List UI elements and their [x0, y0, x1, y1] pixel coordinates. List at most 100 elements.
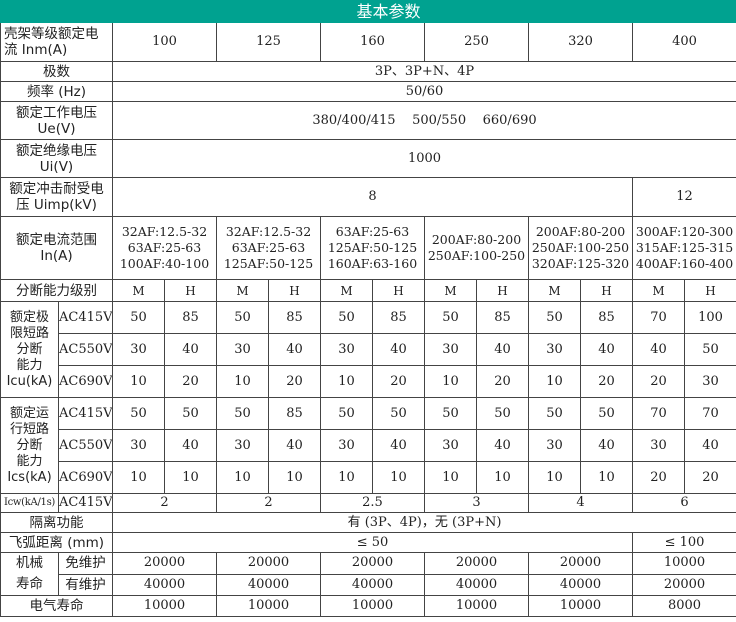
breaking-class-value: M	[216, 279, 269, 302]
uimp-value: 8	[112, 177, 633, 217]
ics-value: 50	[580, 397, 633, 430]
icu-value: 50	[424, 301, 477, 334]
elec-life-value: 10000	[216, 595, 321, 617]
icu-value: 40	[372, 333, 425, 366]
frequency-row: 频率 (Hz) 50/60	[0, 81, 736, 102]
voltage-label: AC550V	[58, 333, 113, 366]
mech-life-value: 40000	[320, 573, 425, 596]
icu-value: 30	[216, 333, 269, 366]
ics-value: 10	[164, 461, 217, 494]
frame-current-value: 250	[424, 22, 529, 62]
icu-value: 100	[683, 301, 736, 334]
mech-life-value: 20000	[320, 552, 425, 575]
icu-row: AC550V 30 40 30 40 30 40 30 40 30 40 40 50	[1, 333, 736, 366]
icu-value: 10	[424, 365, 477, 398]
uimp-value: 12	[631, 177, 736, 217]
voltage-label: AC690V	[58, 461, 113, 494]
icu-value: 40	[476, 333, 529, 366]
ics-value: 50	[528, 397, 581, 430]
row-label: 电气寿命	[0, 595, 113, 617]
ics-value: 20	[683, 461, 736, 494]
isolation-row: 隔离功能有 (3P、4P)，无 (3P+N)	[0, 512, 736, 533]
row-label: 额定运 行短路 分断 能力 Ics(kA)	[0, 397, 59, 494]
icu-value: 20	[632, 365, 685, 398]
elec-life-value: 10000	[112, 595, 217, 617]
ics-value: 20	[632, 461, 685, 494]
uimp-row: 额定冲击耐受电 压 Uimp(kV) 8 12	[0, 177, 736, 217]
breaking-class-row: 分断能力级别 M H M H M H M H M H M H	[0, 279, 736, 302]
arc-value: ≤ 100	[631, 532, 736, 553]
row-label: 隔离功能	[0, 512, 113, 533]
in-range-value: 200AF:80-200 250AF:100-250 320AF:125-320	[528, 216, 633, 280]
ics-value: 40	[683, 429, 736, 462]
ics-value: 10	[372, 461, 425, 494]
ics-value: 10	[476, 461, 529, 494]
breaking-class-value: M	[424, 279, 477, 302]
icw-value: 2	[216, 493, 321, 513]
elec-life-value: 10000	[528, 595, 633, 617]
icu-value: 50	[683, 333, 736, 366]
in-range-value: 300AF:120-300 315AF:125-315 400AF:160-40…	[631, 216, 736, 280]
ics-value: 10	[216, 461, 269, 494]
maintenance-type: 免维护	[58, 552, 113, 575]
ics-value: 10	[528, 461, 581, 494]
icw-value: 6	[631, 493, 736, 513]
ics-value: 50	[320, 397, 373, 430]
icu-row: 额定极 限短路 分断 能力 Icu(kA) AC415V 50 85 50 85 50 85 5…	[0, 301, 736, 398]
ics-row: 额定运 行短路 分断 能力 Ics(kA) AC415V 50 50 50 85 50 50 5…	[0, 397, 736, 494]
row-label: 额定冲击耐受电 压 Uimp(kV)	[0, 177, 113, 217]
mech-row: 机械 寿命 免维护 20000 20000 20000 20000 20000 10000	[0, 552, 736, 596]
icu-value: 20	[268, 365, 321, 398]
row-label: 壳架等级额定电 流 Inm(A)	[0, 22, 113, 62]
ics-value: 30	[424, 429, 477, 462]
icu-value: 30	[424, 333, 477, 366]
icu-value: 85	[476, 301, 529, 334]
elec-life-value: 10000	[320, 595, 425, 617]
icu-value: 40	[268, 333, 321, 366]
ics-value: 10	[112, 461, 165, 494]
ics-value: 70	[683, 397, 736, 430]
voltage-label: AC690V	[58, 365, 113, 398]
isolation-value: 有 (3P、4P)，无 (3P+N)	[111, 512, 736, 533]
breaking-class-value: H	[580, 279, 633, 302]
icu-value: 70	[632, 301, 685, 334]
ics-value: 40	[372, 429, 425, 462]
icu-value: 30	[320, 333, 373, 366]
ics-value: 70	[632, 397, 685, 430]
mech-life-value: 20000	[631, 573, 736, 596]
icw-value: 3	[424, 493, 529, 513]
ics-value: 30	[320, 429, 373, 462]
frame-current-value: 160	[320, 22, 425, 62]
icu-value: 20	[164, 365, 217, 398]
elec-row: 电气寿命 10000 10000 10000 10000 10000 8000	[0, 595, 736, 617]
ics-value: 85	[268, 397, 321, 430]
ics-value: 30	[216, 429, 269, 462]
icu-row: AC690V 10 20 10 20 10 20 10 20 10 20 20 30	[1, 365, 736, 398]
poles-row: 极数 3P、3P+N、4P	[0, 61, 736, 82]
ui-value: 1000	[111, 139, 736, 178]
ics-value: 50	[216, 397, 269, 430]
mech-life-value: 40000	[112, 573, 217, 596]
icu-value: 10	[528, 365, 581, 398]
breaking-class-value: H	[164, 279, 217, 302]
frequency-value: 50/60	[111, 81, 736, 102]
breaking-class-value: H	[683, 279, 736, 302]
breaking-class-value: H	[268, 279, 321, 302]
frame-current-value: 125	[216, 22, 321, 62]
maintenance-type: 有维护	[58, 573, 113, 596]
mech-life-value: 20000	[528, 552, 633, 575]
row-label: 极数	[0, 61, 113, 82]
arc-row: 飞弧距离 (mm) ≤ 50 ≤ 100	[0, 532, 736, 553]
elec-life-value: 10000	[424, 595, 529, 617]
poles-value: 3P、3P+N、4P	[111, 61, 736, 82]
frame-current-value: 400	[631, 22, 736, 62]
icu-value: 40	[632, 333, 685, 366]
icu-value: 20	[476, 365, 529, 398]
icu-value: 30	[112, 333, 165, 366]
ics-row: AC690V 10 10 10 10 10 10 10 10 10 10 20 20	[1, 461, 736, 494]
row-label: 额定工作电压 Ue(V)	[0, 101, 113, 140]
frame-current-value: 320	[528, 22, 633, 62]
ics-value: 50	[112, 397, 165, 430]
title-row: 基本参数	[0, 0, 736, 23]
